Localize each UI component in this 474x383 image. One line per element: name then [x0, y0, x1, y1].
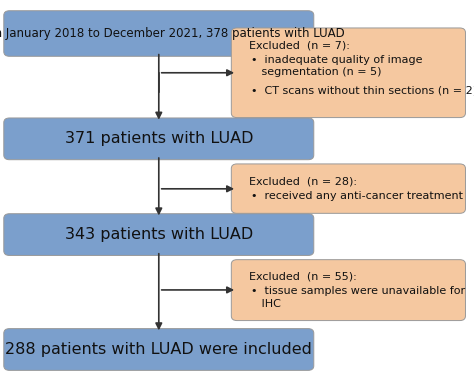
Text: •  tissue samples were unavailable for
   IHC: • tissue samples were unavailable for IH… — [251, 286, 465, 309]
Text: •  received any anti-cancer treatment: • received any anti-cancer treatment — [251, 191, 463, 201]
FancyBboxPatch shape — [4, 214, 314, 255]
Text: •  inadequate quality of image
   segmentation (n = 5): • inadequate quality of image segmentati… — [251, 55, 423, 77]
Text: 371 patients with LUAD: 371 patients with LUAD — [64, 131, 253, 146]
Text: •  CT scans without thin sections (n = 2): • CT scans without thin sections (n = 2) — [251, 85, 474, 95]
Text: Excluded  (n = 28):: Excluded (n = 28): — [249, 176, 357, 186]
FancyBboxPatch shape — [4, 118, 314, 160]
Text: 288 patients with LUAD were included: 288 patients with LUAD were included — [5, 342, 312, 357]
FancyBboxPatch shape — [231, 28, 465, 118]
FancyBboxPatch shape — [231, 164, 465, 213]
FancyBboxPatch shape — [4, 11, 314, 56]
FancyBboxPatch shape — [231, 260, 465, 321]
Text: Excluded  (n = 7):: Excluded (n = 7): — [249, 40, 350, 50]
Text: Excluded  (n = 55):: Excluded (n = 55): — [249, 272, 356, 282]
Text: From January 2018 to December 2021, 378 patients with LUAD: From January 2018 to December 2021, 378 … — [0, 27, 345, 40]
FancyBboxPatch shape — [4, 329, 314, 370]
Text: 343 patients with LUAD: 343 patients with LUAD — [64, 227, 253, 242]
